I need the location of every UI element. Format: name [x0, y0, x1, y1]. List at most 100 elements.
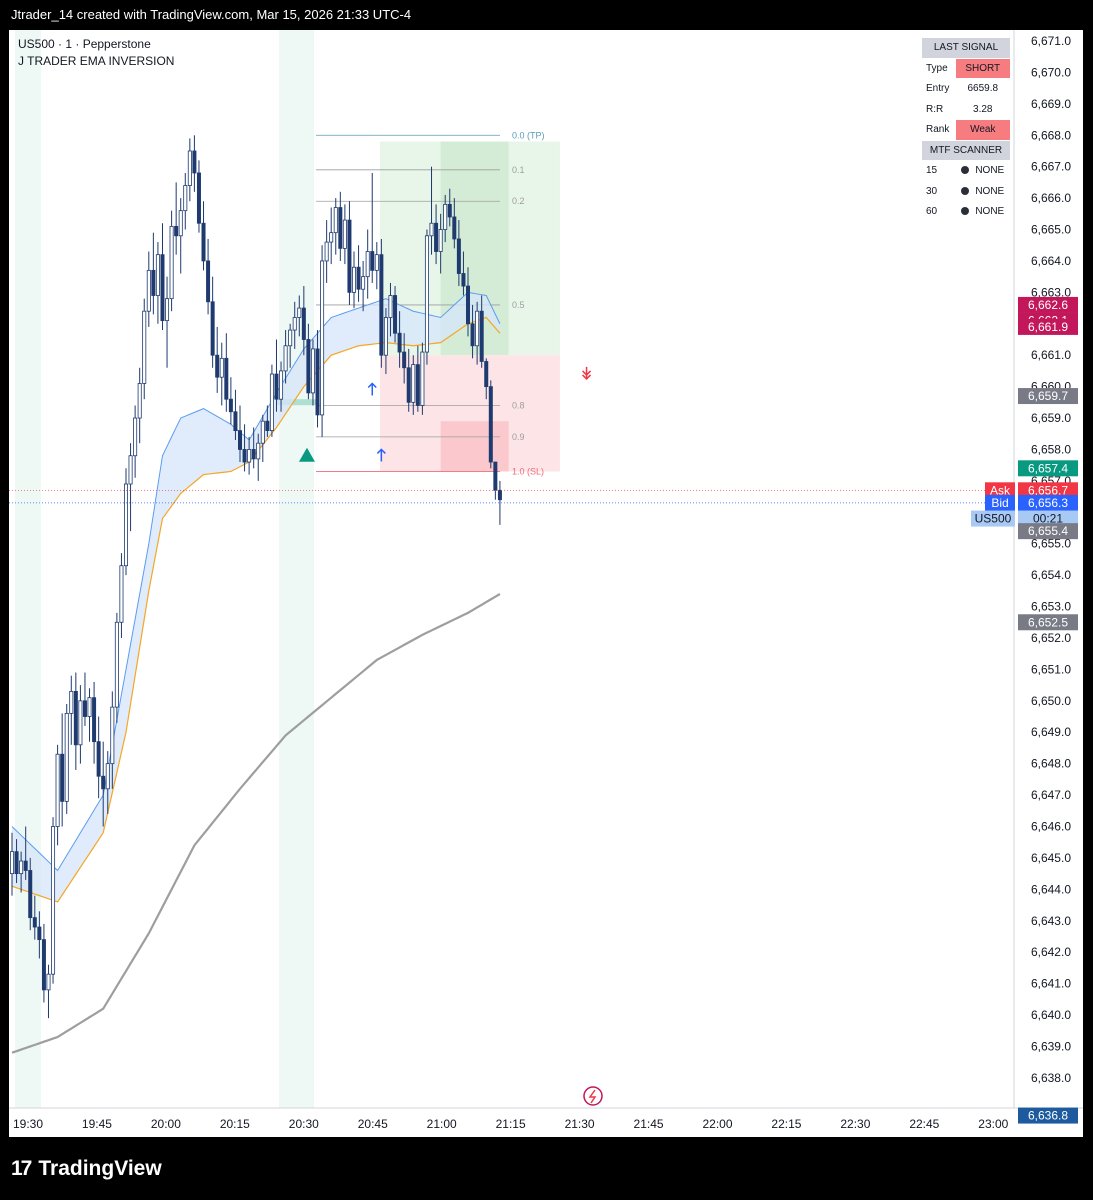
candle: [406, 348, 411, 412]
candle: [388, 282, 393, 337]
price-tick-label: 6,640.0: [1031, 1008, 1071, 1022]
candle: [96, 716, 101, 799]
candle: [233, 389, 238, 441]
candle: [92, 681, 97, 764]
candle-body: [351, 266, 356, 293]
price-tick-label: 6,654.0: [1031, 568, 1071, 582]
candle: [210, 276, 215, 368]
candle-body: [338, 207, 343, 249]
candle: [64, 703, 69, 814]
candle: [87, 688, 92, 742]
candle-body: [142, 310, 147, 384]
candle: [452, 198, 457, 249]
candle-body: [192, 150, 197, 174]
candle-body: [19, 860, 24, 875]
scanner-label-30: 30: [922, 181, 956, 202]
candle-body: [247, 449, 252, 463]
signal-label-entry: Entry: [922, 78, 956, 100]
price-label: Ask 6,656.7: [985, 482, 1078, 499]
candle: [119, 553, 124, 638]
price-label-text: 6,655.4: [1028, 524, 1068, 538]
candle: [124, 468, 129, 576]
candle-body: [114, 621, 119, 708]
candle-body: [37, 926, 42, 941]
price-label: 6,636.8: [1018, 1107, 1078, 1124]
price-label-bg: [1018, 510, 1078, 527]
candle-body: [55, 753, 60, 827]
price-label-bg: [1018, 494, 1078, 511]
status-dot-icon: [961, 166, 970, 175]
price-label-bg: [1018, 614, 1078, 631]
fib-level-label: 0.5: [512, 300, 525, 310]
time-tick-label: 20:45: [358, 1117, 388, 1131]
candle-body: [283, 345, 288, 372]
candle-body: [28, 870, 33, 919]
time-tick-label: 20:15: [220, 1117, 250, 1131]
candle-body: [256, 442, 261, 460]
candle: [370, 172, 375, 283]
candle: [196, 160, 201, 233]
candle-body: [393, 295, 398, 334]
candle: [187, 138, 192, 202]
candle: [41, 923, 46, 1003]
candle: [324, 220, 329, 283]
candle: [424, 229, 429, 365]
time-tick-label: 21:30: [565, 1117, 595, 1131]
candle-body: [178, 210, 183, 237]
chart-legend: US500 · 1 · Pepperstone J TRADER EMA INV…: [18, 36, 174, 70]
signal-table: LAST SIGNAL Type SHORT Entry 6659.8 R:R 3.2…: [922, 38, 1010, 223]
fib-level-label: 0.0 (TP): [512, 130, 545, 140]
candle-body: [456, 238, 461, 274]
candle: [470, 304, 475, 359]
last-signal-title: LAST SIGNAL: [922, 38, 1010, 59]
candle: [165, 276, 170, 368]
price-label-text: 00:21: [1033, 512, 1063, 526]
candle: [160, 223, 165, 331]
candle: [78, 685, 83, 764]
candle: [274, 339, 279, 412]
price-tick-label: 6,645.0: [1031, 851, 1071, 865]
price-label-bg: [1018, 523, 1078, 540]
candle-body: [224, 357, 229, 400]
candle-body: [92, 697, 97, 743]
price-tick-label: 6,651.0: [1031, 662, 1071, 676]
candle-body: [228, 398, 233, 413]
candle: [142, 298, 147, 400]
candle: [146, 251, 151, 327]
time-tick-label: 22:00: [702, 1117, 732, 1131]
candle-body: [292, 317, 297, 331]
price-label-bg: [1018, 318, 1078, 335]
candle-body: [187, 150, 192, 186]
price-label-text: 6,662.6: [1028, 298, 1068, 312]
price-label: 6,661.9: [1018, 318, 1078, 335]
price-label-text: 6,636.8: [1028, 1109, 1068, 1123]
price-tick-label: 6,661.0: [1031, 348, 1071, 362]
candle: [333, 198, 338, 255]
price-chart[interactable]: 0.0 (TP) 0.1 0.2 0.5 0.8 0.9 1.0 (SL) 6,671.0 6,…: [9, 30, 1083, 1137]
price-tag-bg: [985, 494, 1015, 511]
candle: [447, 188, 452, 227]
scanner-value-60: NONE: [955, 201, 1010, 223]
time-tick-label: 22:30: [840, 1117, 870, 1131]
scanner-label-15: 15: [922, 160, 956, 182]
tradingview-logo[interactable]: 17 TradingView: [11, 1157, 162, 1180]
candle: [215, 326, 220, 393]
candle-body: [137, 383, 142, 419]
time-tick-label: 22:45: [909, 1117, 939, 1131]
price-label-text: 6,656.3: [1028, 496, 1068, 510]
candle-body: [169, 225, 174, 300]
price-tick-label: 6,639.0: [1031, 1039, 1071, 1053]
candle: [110, 691, 115, 789]
candle: [347, 201, 352, 305]
candle: [479, 295, 484, 368]
stop-loss-zone-inner: [440, 421, 509, 472]
candle-body: [488, 386, 493, 463]
indicator-name[interactable]: J TRADER EMA INVERSION: [18, 54, 175, 68]
price-tick-label: 6,648.0: [1031, 757, 1071, 771]
candle-body: [470, 323, 475, 347]
symbol-line[interactable]: US500 · 1 · Pepperstone: [18, 37, 151, 51]
chart-frame[interactable]: 0.0 (TP) 0.1 0.2 0.5 0.8 0.9 1.0 (SL) 6,671.0 6,…: [9, 30, 1083, 1137]
candle-body: [347, 219, 352, 293]
price-label-bg: [1018, 482, 1078, 499]
candle-body: [237, 430, 242, 450]
